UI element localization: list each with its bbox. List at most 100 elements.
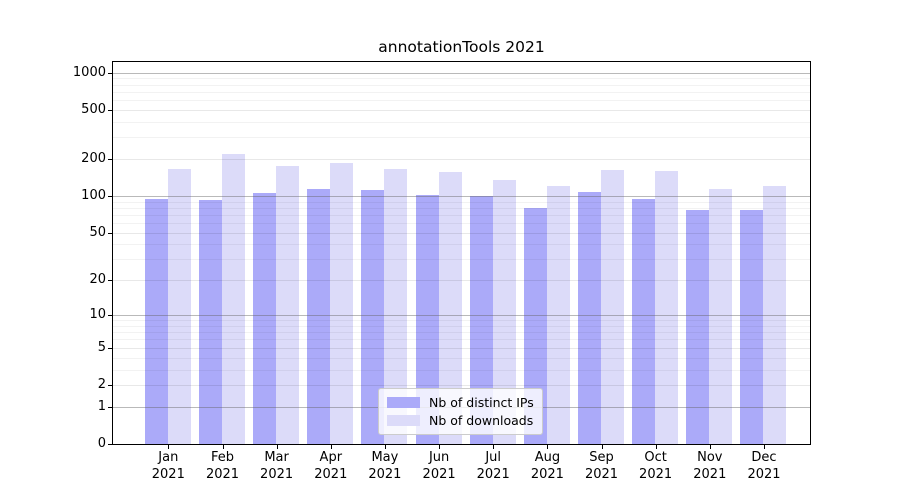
y-tick-mark: [108, 232, 112, 234]
x-tick-mark: [709, 445, 711, 449]
bar-distinct-ips-jul: [469, 196, 493, 444]
grid-layer: [113, 62, 810, 444]
bar-downloads-apr: [330, 163, 354, 444]
gridline: [113, 100, 810, 102]
x-tick-label: Jun 2021: [422, 450, 456, 482]
legend-swatch-distinct-ips: [387, 396, 420, 408]
y-tick-label: 200: [81, 151, 106, 166]
x-tick-label: Oct 2021: [639, 450, 673, 482]
y-tick-mark: [108, 196, 112, 197]
legend-swatch-downloads: [387, 415, 420, 427]
gridline: [113, 109, 810, 111]
legend: Nb of distinct IPs Nb of downloads: [378, 388, 543, 435]
y-tick-label: 10: [89, 307, 106, 323]
y-tick-label: 1: [97, 398, 106, 414]
x-tick-label: Nov 2021: [693, 450, 727, 482]
y-tick-mark: [108, 280, 112, 282]
x-tick-mark: [764, 445, 765, 449]
x-tick-mark: [439, 445, 441, 449]
gridline: [113, 159, 810, 160]
x-tick-label: Aug 2021: [530, 450, 564, 482]
x-tick-mark: [276, 445, 278, 449]
y-tick-label: 1000: [72, 64, 106, 80]
gridline: [113, 232, 810, 234]
y-tick-label: 50: [89, 224, 106, 240]
bar-distinct-ips-jun: [415, 195, 439, 444]
gridline: [113, 259, 810, 261]
bar-downloads-feb: [221, 153, 245, 444]
bar-distinct-ips-aug: [523, 207, 547, 444]
chart-title: annotationTools 2021: [378, 38, 545, 56]
x-tick-mark: [330, 445, 332, 449]
gridline: [113, 214, 810, 216]
y-tick-mark: [108, 406, 112, 408]
x-tick-label: Sep 2021: [584, 450, 619, 482]
x-tick-label: Feb 2021: [205, 450, 240, 482]
y-tick-mark: [108, 315, 112, 317]
bar-downloads-oct: [655, 170, 679, 444]
x-tick-mark: [222, 445, 224, 449]
x-tick-label: Dec 2021: [747, 450, 781, 482]
bar-distinct-ips-nov: [686, 209, 710, 444]
gridline: [113, 72, 810, 74]
gridline: [113, 280, 810, 282]
bars-layer: [113, 62, 810, 444]
y-tick-mark: [108, 109, 112, 111]
gridline: [113, 339, 810, 341]
gridline: [113, 84, 810, 86]
x-tick-mark: [547, 445, 549, 449]
x-tick-mark: [168, 445, 170, 449]
y-tick-label: 5: [97, 339, 106, 355]
gridline: [113, 223, 810, 225]
gridline: [113, 196, 810, 197]
gridline: [113, 325, 810, 327]
bar-distinct-ips-sep: [578, 192, 601, 444]
bar-distinct-ips-oct: [632, 198, 656, 444]
x-tick-mark: [384, 445, 386, 449]
x-tick-mark: [601, 445, 603, 449]
legend-label-downloads: Nb of downloads: [429, 413, 534, 429]
x-tick-label: Mar 2021: [260, 450, 294, 482]
y-tick-mark: [108, 444, 112, 445]
x-tick-label: Jan 2021: [151, 450, 185, 482]
gridline: [113, 244, 810, 246]
legend-item: Nb of distinct IPs: [387, 395, 534, 410]
bar-distinct-ips-mar: [253, 192, 277, 444]
y-tick-mark: [108, 159, 112, 160]
bar-downloads-jan: [167, 168, 191, 444]
legend-item: Nb of downloads: [387, 413, 534, 428]
gridline: [113, 385, 810, 386]
bar-downloads-may: [384, 169, 408, 444]
gridline: [113, 201, 810, 203]
gridline: [113, 357, 810, 359]
bar-downloads-dec: [763, 185, 787, 444]
gridline: [113, 121, 810, 123]
bar-downloads-jul: [492, 180, 516, 444]
bar-distinct-ips-jan: [144, 199, 168, 444]
x-tick-label: Apr 2021: [314, 450, 348, 482]
bar-distinct-ips-may: [361, 189, 385, 444]
gridline: [113, 332, 810, 334]
plot-area: Nb of distinct IPs Nb of downloads: [112, 61, 811, 445]
bar-downloads-mar: [276, 166, 300, 444]
gridline: [113, 347, 810, 349]
y-tick-label: 100: [81, 188, 106, 203]
y-tick-mark: [108, 385, 112, 386]
legend-label-distinct-ips: Nb of distinct IPs: [429, 394, 534, 410]
gridline: [113, 369, 810, 371]
gridline: [113, 315, 810, 317]
gridline: [113, 207, 810, 209]
y-tick-label: 0: [97, 436, 106, 451]
y-tick-label: 500: [81, 101, 106, 117]
gridline: [113, 137, 810, 139]
gridline: [113, 78, 810, 80]
x-tick-mark: [493, 445, 495, 449]
bar-downloads-aug: [546, 186, 570, 444]
y-tick-label: 2: [97, 377, 106, 392]
x-tick-mark: [655, 445, 657, 449]
bar-downloads-nov: [709, 188, 733, 444]
